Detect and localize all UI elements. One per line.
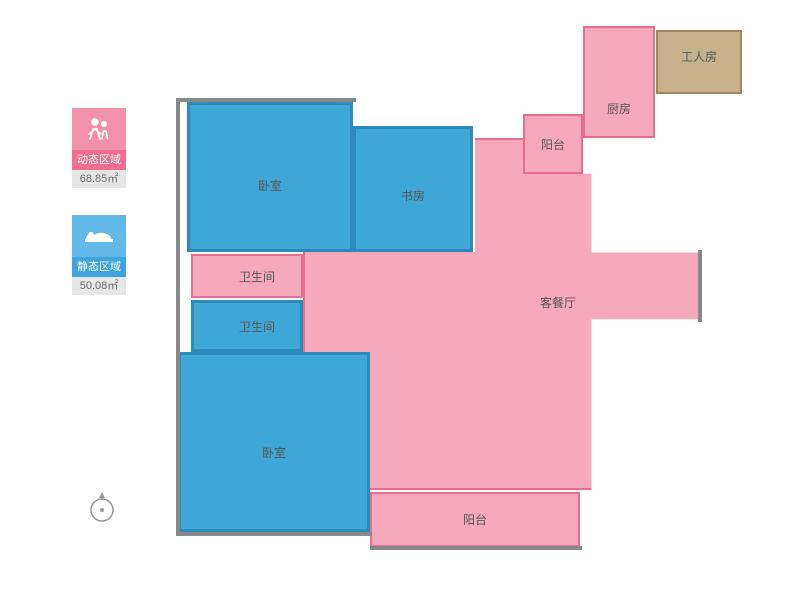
- room-label: 阳台: [541, 136, 565, 153]
- room-label: 厨房: [607, 100, 631, 117]
- room-study: 书房: [353, 126, 473, 252]
- room-bath-blue: 卫生间: [191, 300, 303, 352]
- room-label: 书房: [401, 187, 425, 204]
- room-label: 卫生间: [239, 268, 275, 285]
- room-label: 客餐厅: [540, 294, 576, 311]
- room-worker-room: 工人房: [656, 30, 742, 94]
- legend-static-unit: ㎡: [107, 280, 118, 292]
- legend-dynamic-unit: ㎡: [107, 173, 118, 185]
- wall: [176, 532, 372, 536]
- room-balcony-bottom: 阳台: [370, 492, 580, 547]
- room-label: 阳台: [463, 511, 487, 528]
- legend-dynamic-value-text: 68.85: [80, 173, 108, 185]
- wall: [176, 98, 356, 102]
- legend-static: 静态区域 50.08㎡: [72, 215, 126, 295]
- floor-plan: 客餐厅厨房工人房阳台卧室书房卫生间卫生间卧室阳台: [166, 26, 768, 574]
- room-label: 工人房: [681, 48, 717, 65]
- sleep-icon: [72, 215, 126, 257]
- legend-dynamic-value: 68.85㎡: [72, 170, 126, 188]
- room-kitchen: 厨房: [583, 26, 655, 138]
- room-label: 卫生间: [239, 318, 275, 335]
- room-bedroom-top: 卧室: [187, 102, 353, 252]
- legend-dynamic: 动态区域 68.85㎡: [72, 108, 126, 188]
- legend-static-label: 静态区域: [72, 257, 126, 277]
- legend-static-value-text: 50.08: [80, 280, 108, 292]
- wall: [698, 250, 702, 322]
- wall: [176, 98, 180, 534]
- legend-static-value: 50.08㎡: [72, 277, 126, 295]
- people-icon: [72, 108, 126, 150]
- room-label: 卧室: [258, 177, 282, 194]
- room-label: 卧室: [262, 444, 286, 461]
- wall: [370, 546, 582, 550]
- room-bath-pink: 卫生间: [191, 254, 303, 298]
- compass-icon: [87, 490, 117, 520]
- room-balcony-top: 阳台: [523, 114, 583, 174]
- room-bedroom-bottom: 卧室: [178, 352, 370, 532]
- legend-dynamic-label: 动态区域: [72, 150, 126, 170]
